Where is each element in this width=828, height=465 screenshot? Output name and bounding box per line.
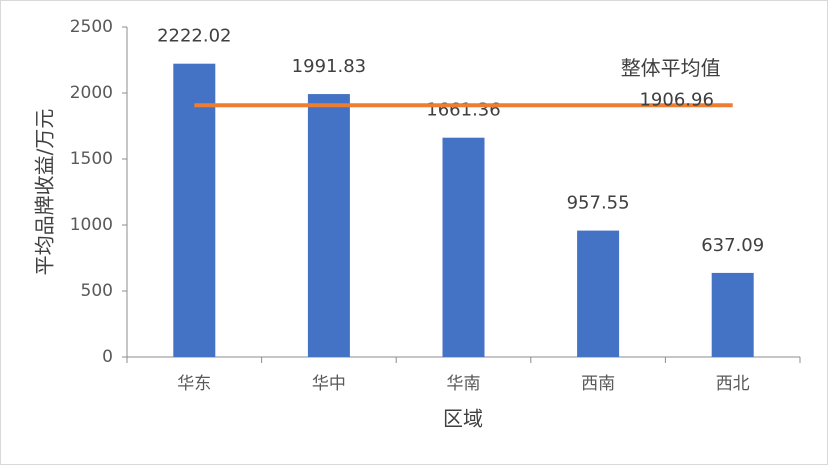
value-label: 637.09 [701,235,764,256]
value-label: 957.55 [567,193,630,214]
x-tick-label: 华南 [447,374,481,394]
y-tick-label: 0 [102,347,113,367]
y-tick-label: 1000 [70,215,113,235]
x-tick-label: 西南 [581,374,615,394]
x-tick-label: 华中 [312,374,346,394]
bar [173,63,216,357]
bar [307,94,350,358]
value-label: 1991.83 [292,56,366,77]
y-axis-label: 平均品牌收益/万元 [33,109,57,276]
value-label: 1661.36 [426,100,500,121]
value-label: 2222.02 [157,26,231,47]
x-tick-label: 华东 [177,374,211,394]
y-tick-label: 500 [81,281,113,301]
x-axis-label: 区域 [443,407,483,431]
y-tick-label: 2500 [70,17,113,37]
bar [577,230,620,357]
y-tick-label: 2000 [70,83,113,103]
x-tick-label: 西北 [716,374,750,394]
average-value: 1906.96 [639,89,713,110]
bar [711,272,754,357]
average-name: 整体平均值 [621,56,721,80]
bar [442,137,485,357]
y-tick-label: 1500 [70,149,113,169]
